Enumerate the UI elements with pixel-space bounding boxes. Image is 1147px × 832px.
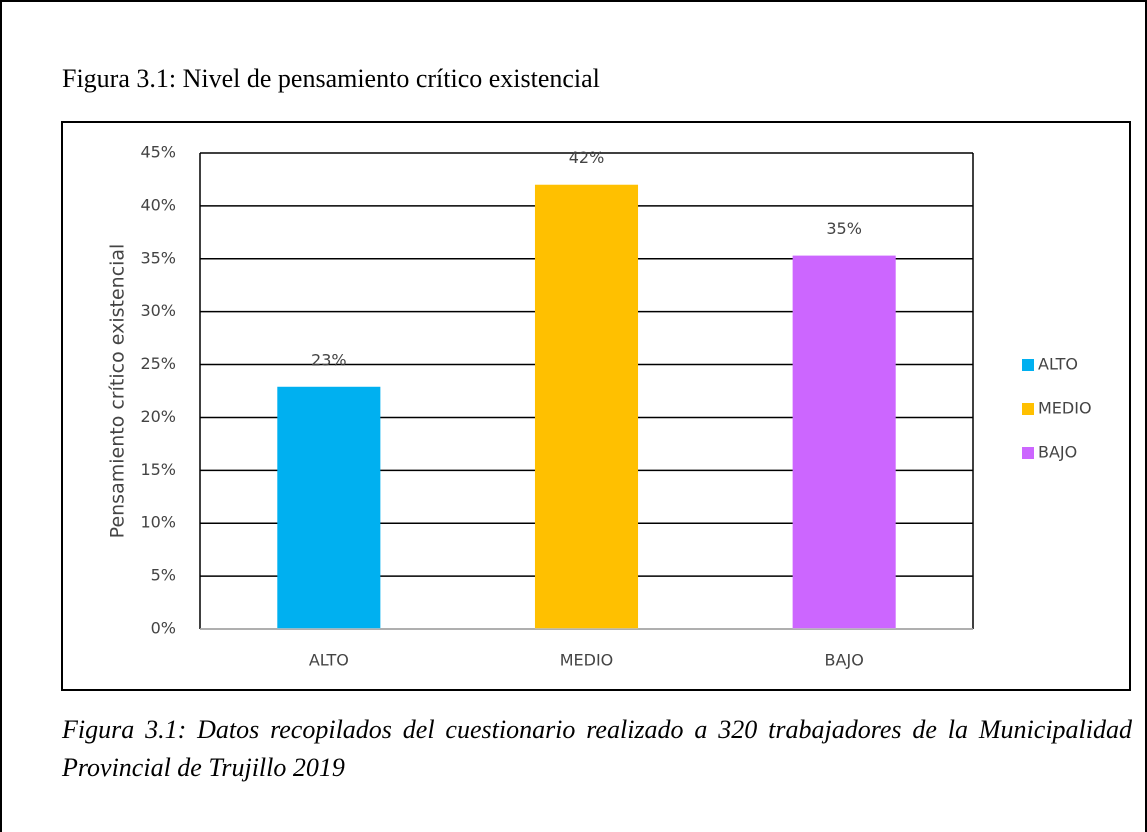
- data-label: 35%: [826, 219, 862, 238]
- y-tick-label: 40%: [140, 195, 176, 214]
- bar: [792, 255, 896, 630]
- data-label: 23%: [311, 350, 347, 369]
- chart-border: [61, 121, 1131, 691]
- x-tick-label: ALTO: [309, 651, 349, 670]
- legend-swatch: [1022, 359, 1034, 371]
- y-tick-label: 25%: [140, 354, 176, 373]
- y-tick-label: 10%: [140, 513, 176, 532]
- figure-caption: Figura 3.1: Datos recopilados del cuesti…: [62, 715, 1132, 782]
- y-tick-label: 45%: [140, 143, 176, 162]
- y-tick-label: 5%: [151, 566, 176, 585]
- legend-swatch: [1022, 403, 1034, 415]
- figure-title: Figura 3.1: Nivel de pensamiento crítico…: [62, 64, 600, 93]
- y-tick-label: 15%: [140, 460, 176, 479]
- y-axis-title: Pensamiento crítico existencial: [107, 244, 129, 539]
- bar: [534, 184, 639, 629]
- x-tick-label: BAJO: [825, 651, 864, 670]
- y-tick-label: 30%: [140, 301, 176, 320]
- x-tick-label: MEDIO: [560, 651, 614, 670]
- legend-label: MEDIO: [1038, 399, 1092, 418]
- data-label: 42%: [569, 148, 605, 167]
- y-tick-label: 0%: [151, 619, 176, 638]
- legend-label: BAJO: [1038, 443, 1077, 462]
- y-tick-label: 20%: [140, 407, 176, 426]
- legend-swatch: [1022, 447, 1034, 459]
- bar: [277, 386, 381, 629]
- y-tick-label: 35%: [140, 248, 176, 267]
- legend-label: ALTO: [1038, 355, 1078, 374]
